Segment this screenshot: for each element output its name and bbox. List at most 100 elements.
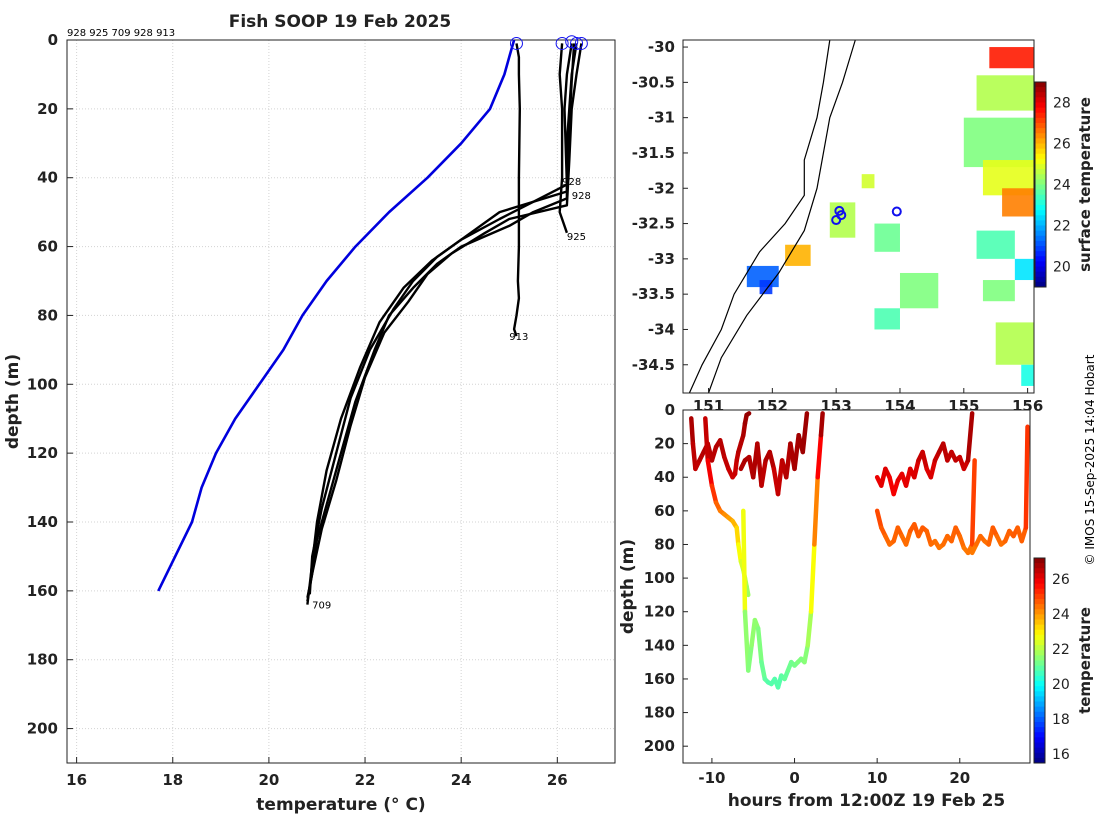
x-tick-label: 18	[162, 771, 183, 789]
colorbar-segment	[1034, 670, 1045, 677]
profile-label: 928	[562, 177, 581, 188]
sst-patch	[982, 280, 1015, 302]
colorbar-segment	[1035, 194, 1046, 201]
track-segment	[874, 508, 884, 530]
colorbar-segment	[1035, 225, 1046, 232]
track-segment	[805, 609, 814, 648]
colorbar-segment	[1034, 568, 1045, 574]
track-segment	[689, 416, 696, 446]
sst-patch	[1021, 364, 1034, 386]
colorbar-tick-label: 24	[1052, 607, 1070, 623]
colorbar-segment	[1034, 701, 1045, 708]
track-segment	[891, 478, 901, 497]
colorbar-segment	[1035, 102, 1046, 109]
colorbar-segment	[1034, 752, 1045, 759]
track-segment	[734, 525, 741, 547]
colorbar-segment	[1035, 158, 1046, 165]
y-tick-label: 0	[665, 401, 675, 419]
colorbar-segment	[1034, 563, 1045, 569]
colorbar-tick-label: 20	[1052, 677, 1070, 693]
sst-patch	[995, 322, 1034, 365]
ship-position	[891, 206, 902, 217]
colorbar-segment	[1034, 588, 1045, 595]
colorbar-tick-label: 26	[1052, 572, 1070, 588]
x-tick-label: 22	[355, 771, 376, 789]
track-segment	[736, 542, 744, 564]
x-tick-label: 0	[789, 769, 799, 787]
series-709-a	[306, 43, 573, 605]
colorbar-segment	[1035, 246, 1046, 252]
track-segment	[928, 458, 938, 480]
colorbar-segment	[1035, 266, 1046, 273]
colorbar-segment	[1035, 128, 1046, 134]
coastline	[688, 39, 831, 394]
surface-marker	[574, 36, 588, 50]
track-segment	[912, 458, 921, 480]
track-segment	[965, 411, 975, 463]
y-tick-label: 80	[654, 535, 675, 553]
y-tick-label: 40	[37, 169, 58, 187]
sst-patch	[1014, 258, 1034, 281]
map-y-tick-label: -30	[648, 38, 675, 56]
series-928-b	[306, 43, 583, 598]
map-y-tick-label: -33.5	[632, 285, 675, 303]
profile-label: 928	[572, 191, 591, 202]
track-segment	[767, 449, 777, 472]
ship-position	[836, 210, 847, 221]
surface-marker	[509, 36, 523, 50]
y-tick-label: 0	[48, 31, 58, 49]
colorbar-tick-label: 22	[1052, 642, 1070, 658]
track-segment	[709, 444, 719, 463]
profile-label: 913	[509, 332, 528, 343]
colorbar-segment	[1035, 271, 1046, 278]
plot-frame	[682, 409, 1031, 764]
track-segment	[741, 508, 748, 614]
track-segment	[705, 458, 715, 488]
track-segment	[703, 416, 711, 463]
sst-patch	[1002, 188, 1034, 217]
colorbar-segment	[1034, 634, 1045, 641]
y-tick-label: 160	[644, 670, 675, 688]
colorbar-tick-label: 26	[1053, 137, 1071, 153]
colorbar-segment	[1034, 583, 1045, 590]
colorbar-segment	[1035, 230, 1046, 237]
colorbar-segment	[1034, 624, 1045, 631]
y-tick-label: 20	[654, 435, 675, 453]
colorbar-segment	[1035, 189, 1046, 196]
colorbar-segment	[1034, 727, 1045, 733]
sst-patch	[899, 272, 939, 309]
colorbar-segment	[1035, 205, 1046, 211]
colorbar-segment	[1035, 261, 1046, 267]
ship-position	[831, 215, 842, 226]
colorbar-segment	[1035, 123, 1046, 129]
track-segment	[1023, 424, 1030, 530]
colorbar-segment	[1035, 256, 1046, 262]
x-axis-label: hours from 12:00Z 19 Feb 25	[728, 791, 1006, 811]
colorbar-segment	[1034, 711, 1045, 718]
colorbar-segment	[1034, 686, 1045, 692]
sst-patch	[759, 280, 773, 295]
colorbar-tick-label: 20	[1053, 260, 1071, 276]
colorbar-segment	[1034, 665, 1045, 672]
map-area	[683, 40, 1034, 393]
sst-patch	[989, 47, 1034, 69]
profile-label: 925	[567, 232, 586, 243]
track-segment	[744, 584, 751, 598]
y-tick-label: 80	[37, 306, 58, 324]
colorbar-segment	[1034, 650, 1045, 656]
colorbar-tick-label: 18	[1052, 712, 1070, 728]
colorbar-segment	[1034, 604, 1045, 610]
colorbar-segment	[1034, 691, 1045, 697]
colorbar-label: temperature	[1076, 607, 1094, 714]
x-tick-label: 20	[258, 771, 279, 789]
colorbar-frame	[1034, 81, 1047, 288]
colorbar-segment	[1035, 164, 1046, 170]
y-tick-label: 180	[644, 704, 675, 722]
series-925	[558, 43, 569, 234]
track-segment	[815, 432, 824, 480]
colorbar-segment	[1034, 614, 1045, 620]
colorbar-segment	[1035, 240, 1046, 247]
credit-text: © IMOS 15-Sep-2025 14:04 Hobart	[1083, 354, 1097, 565]
map-y-tick-label: -32.5	[632, 215, 675, 233]
y-tick-label: 120	[27, 444, 58, 462]
